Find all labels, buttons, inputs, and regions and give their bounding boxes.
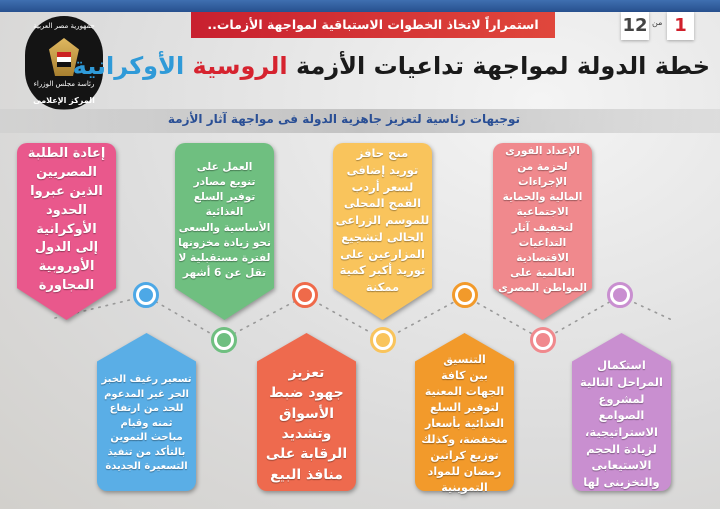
card-text-line: الأساسية والسعى <box>178 221 271 234</box>
card-text-line: لمشروع <box>598 391 645 406</box>
card-text-line: إعادة الطلبة <box>27 146 106 162</box>
logo-line2: رئاسة مجلس الوزراء <box>33 80 95 88</box>
card-text-line: تنويع مصادر <box>193 175 256 188</box>
card-text-line: لزيادة الحجم <box>586 441 657 456</box>
card-text-line: الرقابة على <box>265 446 348 463</box>
card-text-line: توفير السلع <box>193 191 256 204</box>
card-text-line: العمل على <box>196 160 253 173</box>
card-text-line: إلى الدول <box>34 240 99 256</box>
timeline-dot-icon <box>607 282 633 308</box>
tagline-banner: استمراراً لاتخاذ الخطوات الاستباقية لموا… <box>191 12 555 38</box>
card-text-line: الغذائية <box>205 206 244 219</box>
timeline-dot-icon <box>292 282 318 308</box>
card-text-line: منخفضة، وكذلك <box>421 432 508 446</box>
timeline-dot-icon <box>133 282 159 308</box>
card-text-line: التداعيات <box>518 236 567 249</box>
card-text-line: ممكنة <box>365 279 400 294</box>
top-card: إعادة الطلبة المصريين الذين عبروا الحدود الأ… <box>17 143 116 320</box>
card-text-line: الصوامع <box>598 408 645 423</box>
timeline-dot-icon <box>370 327 396 353</box>
card-text-line: الاستراتيجية، <box>585 425 658 439</box>
card-text-line: توزيع كراتين <box>430 448 499 462</box>
card-text-line: منافذ البيع <box>270 466 343 483</box>
logo-line1: جمهورية مصر العربية <box>33 22 95 30</box>
card-text-line: تعزيز <box>288 365 325 382</box>
subtitle-bar <box>0 109 720 133</box>
title-part3: الأوكرانية <box>72 52 185 80</box>
top-card: الإعداد الفورى لحزمة من الإجراءات المالية … <box>493 143 592 320</box>
card-text-line: الذين عبروا <box>30 183 103 199</box>
page-total: 12 <box>621 12 649 40</box>
card-text-line: الأوكرانية <box>36 221 97 237</box>
card-text-line: الاستيعابى <box>591 458 652 473</box>
card-text-line: منح حافز <box>356 146 409 161</box>
card-text-line: القمح المحلى <box>343 196 422 211</box>
page-current: 1 <box>667 12 694 40</box>
card-text-line: لتخفيف آثار <box>511 221 574 234</box>
card-text-line: بين كافة <box>441 369 488 383</box>
card-text-line: الاقتصادية <box>516 251 569 264</box>
card-text-line: رمضان للمواد <box>427 464 502 478</box>
subtitle: توجيهات رئاسية لتعزيز جاهزية الدولة فى م… <box>167 112 520 126</box>
card-text-line: الحدود <box>46 202 87 218</box>
top-card: منح حافز توريد إضافى لسعر أردب القمح المحلى… <box>333 143 432 320</box>
bottom-card: تسعير رغيف الخبز الحر غير المدعوم للحد من … <box>97 333 196 491</box>
card-text-line: لتوفير السلع <box>430 401 499 415</box>
timeline-dot-icon <box>452 282 478 308</box>
timeline-dot-icon <box>530 327 556 353</box>
card-text-line: الحر غير المدعوم <box>104 388 189 400</box>
flag-icon <box>57 52 71 67</box>
card-text-line: توريد إضافى <box>346 163 419 178</box>
timeline-dot-icon <box>211 327 237 353</box>
card-text-line: نحو زيادة مخزونها <box>178 236 271 249</box>
card-text-line: الجهات المعنية <box>424 385 505 399</box>
bottom-card: استكمال المراحل التالية لمشروع الصوامع الاست… <box>572 333 671 491</box>
card-text-line: المجاورة <box>38 278 95 294</box>
card-text-line: الغذائية بأسعار <box>424 417 505 431</box>
card-text-line: مباحث التموين <box>110 432 183 444</box>
card-text-line: التنسيق <box>443 353 486 367</box>
page-of-label: من <box>652 18 663 27</box>
card-text-line: وتشديد <box>281 426 332 442</box>
card-text-line: الإعداد الفورى <box>505 145 580 158</box>
bottom-card: تعزيز جهود ضبط الأسواق وتشديد الرقابة على منا… <box>257 333 356 491</box>
bottom-card: التنسيق بين كافة الجهات المعنية لتوفير السل… <box>415 333 514 494</box>
card-text-line: لفترة مستقبلية لا <box>178 251 271 264</box>
card-text-line: للموسم الزراعى <box>335 213 430 228</box>
card-text-line: جهود ضبط <box>269 385 344 402</box>
top-card: العمل على تنويع مصادر توفير السلع الغذائية ا… <box>175 143 274 320</box>
card-text-line: الأوروبية <box>38 259 95 275</box>
top-bar <box>0 0 720 12</box>
card-text-line: المصريين <box>36 164 97 180</box>
card-text-line: التموينية <box>441 480 488 494</box>
card-text-line: والتخزينى لها <box>583 475 660 490</box>
card-text-line: الحالى لتشجيع <box>341 229 424 244</box>
card-text-line: العالمية على <box>510 267 575 280</box>
card-text-line: استكمال <box>597 358 646 373</box>
card-text-line: تسعير رغيف الخبز <box>101 374 192 386</box>
logo-line3: المركز الإعلامى <box>33 96 95 105</box>
card-text-line: المالية والحماية <box>502 191 583 204</box>
card-text-line: المواطن المصرى <box>498 282 587 295</box>
cabinet-logo: جمهورية مصر العربية رئاسة مجلس الوزراء ا… <box>25 16 103 110</box>
card-text-line: للحد من ارتفاع <box>109 403 184 415</box>
card-text-line: المراحل التالية <box>580 374 663 389</box>
card-text-line: بالتأكد من تنفيذ <box>107 446 186 458</box>
card-text-line: ثمنه وقيام <box>120 417 173 429</box>
card-text-line: لسعر أردب <box>351 179 414 194</box>
title-part2: الروسية <box>192 52 288 80</box>
page-title: خطة الدولة لمواجهة تداعيات الأزمة الروسي… <box>73 52 710 80</box>
card-text-line: لحزمة من الإجراءات <box>517 160 568 188</box>
card-text-line: المزارعين على <box>340 246 425 261</box>
card-text-line: الأسواق <box>278 405 335 422</box>
card-text-line: الاجتماعية <box>516 206 569 219</box>
card-text-line: تقل عن 6 أشهر <box>182 267 267 280</box>
card-text-line: التسعيرة الجديدة <box>105 461 188 473</box>
card-text-line: توريد أكبر كمية <box>339 263 426 278</box>
title-part1: خطة الدولة لمواجهة تداعيات الأزمة <box>295 52 710 80</box>
